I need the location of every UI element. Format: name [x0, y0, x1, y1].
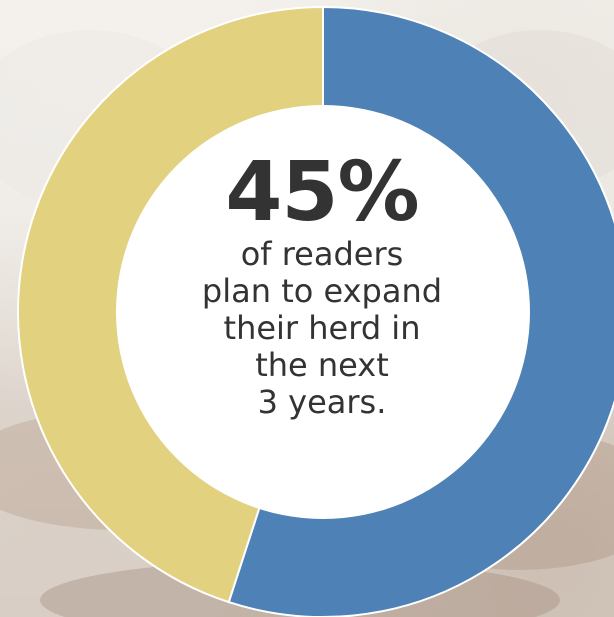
caption-line-1: of readers [240, 235, 404, 273]
caption-line-5: 3 years. [257, 383, 387, 421]
caption-line-3: their herd in [223, 309, 421, 347]
percent-value: 45% [225, 145, 419, 240]
center-label: 45% of readers plan to expand their herd… [157, 150, 487, 421]
donut-hole [116, 105, 530, 519]
caption-line-2: plan to expand [201, 272, 443, 310]
caption-line-4: the next [255, 346, 389, 384]
